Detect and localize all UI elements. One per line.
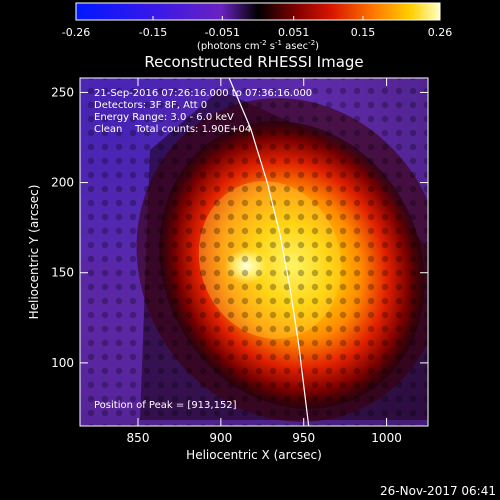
- chart-title: Reconstructed RHESSI Image: [144, 53, 363, 71]
- y-tick-label: 100: [51, 356, 74, 370]
- colorbar-tick-label: 0.051: [278, 26, 310, 39]
- colorbar-unit-part: -1: [275, 39, 282, 47]
- y-tick-label: 250: [51, 85, 74, 99]
- annotation-time-range: 21-Sep-2016 07:26:16.000 to 07:36:16.000: [94, 88, 312, 99]
- colorbar-unit-part: -2: [308, 39, 315, 47]
- colorbar-tick-label: 0.15: [351, 26, 376, 39]
- heatmap-image: [80, 78, 428, 426]
- x-tick-label: 900: [209, 431, 232, 445]
- colorbar-tick-label: -0.26: [62, 26, 90, 39]
- colorbar-tick-label: -0.051: [205, 26, 240, 39]
- peak-position-label: Position of Peak = [913,152]: [94, 400, 237, 411]
- x-tick-label: 1000: [371, 431, 402, 445]
- y-axis: 100 150 200 250: [51, 85, 428, 370]
- solar-limb-line: [228, 78, 310, 426]
- x-axis: 850 900 950 1000: [127, 78, 402, 445]
- x-axis-label: Heliocentric X (arcsec): [186, 448, 322, 462]
- colorbar-unit-part: (photons cm: [197, 41, 260, 52]
- y-tick-label: 200: [51, 176, 74, 190]
- x-tick-label: 850: [127, 431, 150, 445]
- x-tick-label: 950: [292, 431, 315, 445]
- colorbar-unit-part: ): [315, 41, 319, 52]
- colorbar-gradient: [75, 2, 441, 21]
- colorbar-unit-label: (photons cm-2 s-1 asec-2): [197, 39, 319, 52]
- colorbar-tick-label: 0.26: [428, 26, 453, 39]
- colorbar-unit-part: -2: [260, 39, 267, 47]
- y-axis-label: Heliocentric Y (arcsec): [27, 185, 41, 320]
- annotation-block: 21-Sep-2016 07:26:16.000 to 07:36:16.000…: [94, 88, 312, 135]
- annotation-detectors: Detectors: 3F 8F, Att 0: [94, 100, 207, 111]
- footer-timestamp: 26-Nov-2017 06:41: [380, 484, 496, 498]
- colorbar-unit-part: s: [267, 41, 275, 52]
- colorbar-unit-part: asec: [282, 41, 308, 52]
- plot-frame: [79, 77, 429, 427]
- annotation-energy-range: Energy Range: 3.0 - 6.0 keV: [94, 112, 234, 123]
- colorbar: -0.26 -0.15 -0.051 0.051 0.15 0.26 (photons c…: [62, 2, 452, 52]
- y-tick-label: 150: [51, 266, 74, 280]
- colorbar-ticks: -0.26 -0.15 -0.051 0.051 0.15 0.26: [62, 16, 452, 39]
- annotation-clean-counts: Clean Total counts: 1.90E+04: [94, 124, 251, 135]
- colorbar-tick-label: -0.15: [139, 26, 167, 39]
